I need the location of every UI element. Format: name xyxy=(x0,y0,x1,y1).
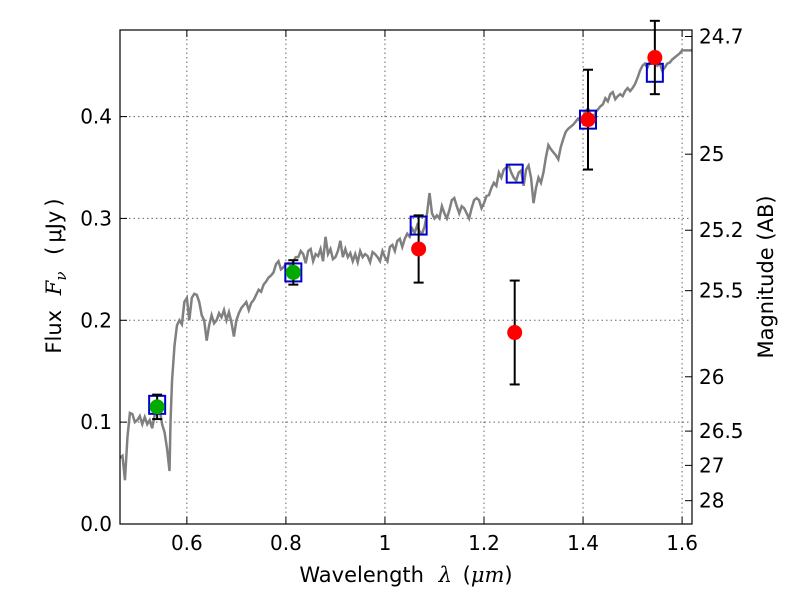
y2-tick-label: 24.7 xyxy=(699,24,744,48)
y-axis-label-open: ( xyxy=(42,247,66,255)
y-axis-label-text: Flux xyxy=(42,310,66,354)
y-axis-label: Flux Fν ( μJy) xyxy=(42,198,71,353)
optical-data-point xyxy=(149,399,165,415)
y-axis-label-symbol: F xyxy=(42,279,66,296)
x-axis-label-open: ( xyxy=(463,563,471,587)
x-tick-label: 0.8 xyxy=(270,531,302,555)
y-tick-label: 0.3 xyxy=(80,206,112,230)
y2-tick-label: 26.5 xyxy=(699,419,744,443)
y-axis-label-sub: ν xyxy=(52,272,70,281)
optical-data-point xyxy=(285,264,301,280)
x-axis-label-unit: μm xyxy=(471,563,505,587)
model-square xyxy=(505,163,524,184)
x-tick-label: 1.2 xyxy=(468,531,500,555)
spectrum-line xyxy=(120,49,692,481)
y-axis-label-unit: μJy xyxy=(42,211,66,243)
tick-layer: 0.6 0.8 1 1.2 1.4 1.6 0.0 0.1 0.2 0.3 0.4 24.7 25 25.… xyxy=(80,24,743,555)
y-tick-label: 0.1 xyxy=(80,410,112,434)
x-tick-label: 1.4 xyxy=(567,531,599,555)
grid-layer xyxy=(120,30,692,524)
y2-tick-label: 26 xyxy=(699,365,724,389)
y-axis-label-close: ) xyxy=(42,198,66,206)
y2-tick-label: 28 xyxy=(699,489,724,513)
x-axis-label-close: ) xyxy=(504,563,512,587)
y2-tick-label: 25.2 xyxy=(699,218,744,242)
y-tick-label: 0.0 xyxy=(80,512,112,536)
spectrum-layer xyxy=(120,49,692,481)
y2-axis-label: Magnitude (AB) xyxy=(754,195,778,358)
nir-data-point xyxy=(411,241,427,257)
y2-tick-label: 25.5 xyxy=(699,279,744,303)
y-tick-label: 0.2 xyxy=(80,308,112,332)
x-tick-label: 0.6 xyxy=(171,531,203,555)
plot-frame xyxy=(119,29,693,525)
nir-data-point xyxy=(580,112,596,128)
nir-data-point xyxy=(647,50,663,66)
x-tick-label: 1 xyxy=(379,531,392,555)
x-axis-label: Wavelength λ (μm) xyxy=(299,563,512,587)
y2-tick-label: 27 xyxy=(699,453,724,477)
observation-layer xyxy=(149,19,663,421)
y-tick-label: 0.4 xyxy=(80,105,112,129)
x-axis-label-text: Wavelength xyxy=(299,563,424,587)
x-axis-label-symbol: λ xyxy=(438,563,452,587)
y2-tick-label: 25 xyxy=(699,142,724,166)
x-tick-label: 1.6 xyxy=(666,531,698,555)
nir-data-point xyxy=(507,325,523,341)
